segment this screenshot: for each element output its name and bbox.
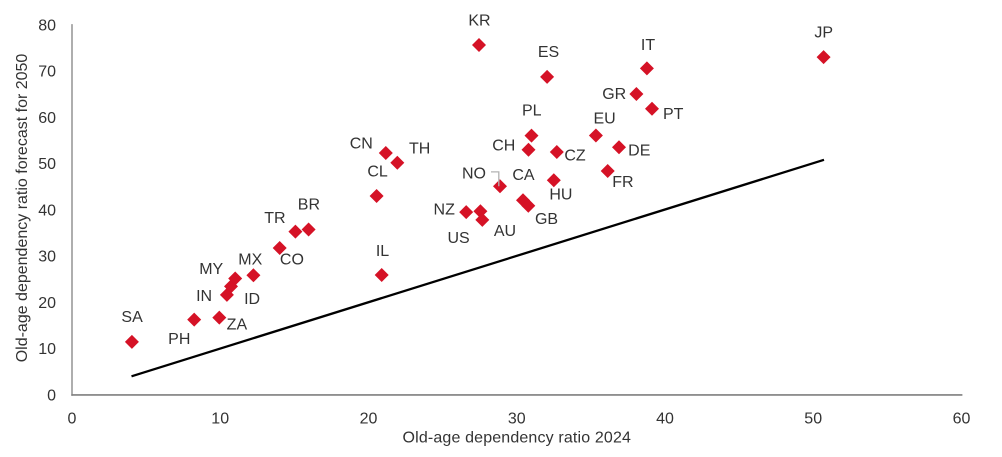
svg-text:PT: PT <box>663 106 684 123</box>
svg-text:GB: GB <box>535 211 558 228</box>
svg-text:20: 20 <box>360 411 378 428</box>
svg-text:TR: TR <box>264 210 285 227</box>
svg-text:ES: ES <box>538 44 559 61</box>
svg-text:NO: NO <box>462 165 486 182</box>
svg-text:30: 30 <box>508 411 526 428</box>
svg-text:30: 30 <box>38 249 56 266</box>
svg-text:50: 50 <box>804 411 822 428</box>
svg-text:Old-age dependency ratio 2024: Old-age dependency ratio 2024 <box>403 430 632 447</box>
svg-text:PH: PH <box>168 331 190 348</box>
svg-text:NZ: NZ <box>434 201 456 218</box>
svg-text:CN: CN <box>350 136 373 153</box>
svg-text:20: 20 <box>38 295 56 312</box>
svg-text:SA: SA <box>121 309 143 326</box>
svg-text:Old-age dependency ratio forec: Old-age dependency ratio forecast for 20… <box>14 54 31 363</box>
svg-text:MY: MY <box>199 261 223 278</box>
svg-text:60: 60 <box>953 411 971 428</box>
svg-text:GR: GR <box>602 86 626 103</box>
svg-text:CZ: CZ <box>564 147 586 164</box>
svg-text:IN: IN <box>196 288 212 305</box>
svg-text:60: 60 <box>38 110 56 127</box>
svg-text:AU: AU <box>494 223 516 240</box>
svg-text:CA: CA <box>512 167 535 184</box>
svg-text:DE: DE <box>628 143 650 160</box>
svg-text:40: 40 <box>656 411 674 428</box>
svg-text:10: 10 <box>211 411 229 428</box>
svg-text:CH: CH <box>492 138 515 155</box>
svg-text:PL: PL <box>522 103 542 120</box>
svg-text:US: US <box>447 230 469 247</box>
svg-text:0: 0 <box>47 387 56 404</box>
svg-text:40: 40 <box>38 202 56 219</box>
svg-text:EU: EU <box>593 111 615 128</box>
svg-text:ZA: ZA <box>227 316 248 333</box>
svg-text:TH: TH <box>409 141 430 158</box>
svg-text:80: 80 <box>38 17 56 34</box>
svg-text:ID: ID <box>244 291 260 308</box>
svg-text:IT: IT <box>641 37 655 54</box>
svg-text:FR: FR <box>612 174 633 191</box>
svg-text:70: 70 <box>38 64 56 81</box>
svg-text:0: 0 <box>68 411 77 428</box>
svg-text:HU: HU <box>549 186 572 203</box>
svg-text:BR: BR <box>298 197 320 214</box>
svg-text:CL: CL <box>367 164 388 181</box>
svg-text:KR: KR <box>468 12 490 29</box>
svg-text:IL: IL <box>376 243 389 260</box>
svg-text:CO: CO <box>280 251 304 268</box>
svg-text:JP: JP <box>814 24 833 41</box>
svg-text:50: 50 <box>38 156 56 173</box>
svg-text:10: 10 <box>38 341 56 358</box>
svg-text:MX: MX <box>238 251 262 268</box>
